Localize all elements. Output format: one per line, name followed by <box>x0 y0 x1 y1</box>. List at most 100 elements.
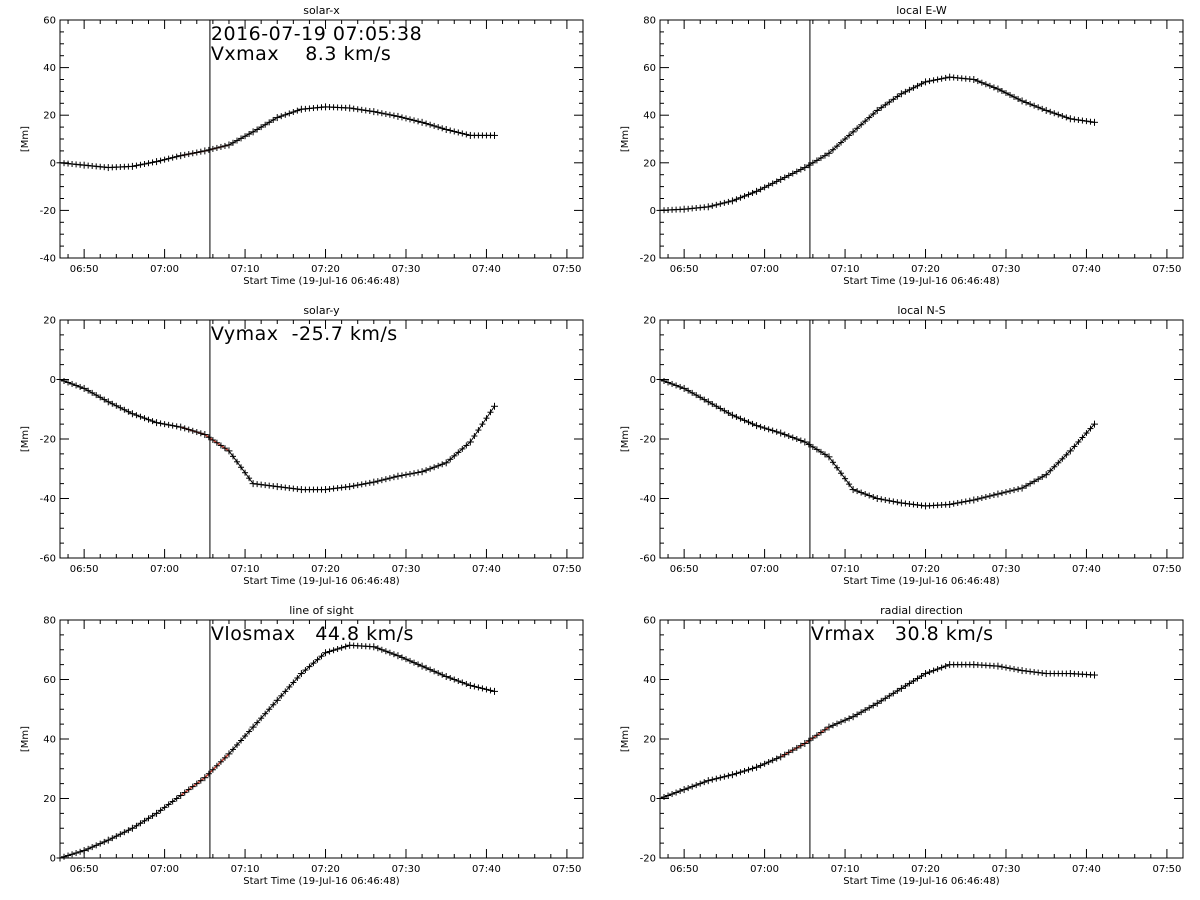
y-tick-label: 0 <box>50 158 56 169</box>
y-tick-label: -60 <box>40 554 56 565</box>
y-axis-label: [Mm] <box>620 426 631 452</box>
y-axis-label: [Mm] <box>20 726 31 752</box>
panel-title: solar-y <box>303 304 340 317</box>
x-tick-label: 07:40 <box>1072 864 1101 875</box>
x-tick-label: 07:20 <box>311 564 340 575</box>
y-tick-label: -40 <box>40 254 56 265</box>
y-tick-label: -40 <box>40 494 56 505</box>
panel-1: solar-x -40 -20 0 20 40 60 06:50 07:00 07:10 07:20… <box>20 4 584 287</box>
x-axis-label: Start Time (19-Jul-16 06:46:48) <box>843 576 1000 587</box>
y-tick-label: 40 <box>643 111 656 122</box>
series-line <box>659 664 1095 799</box>
x-tick-label: 07:30 <box>392 564 421 575</box>
y-tick-label: -20 <box>640 854 656 865</box>
y-tick-label: 0 <box>650 794 656 805</box>
x-tick-label: 07:00 <box>750 864 779 875</box>
y-tick-label: 0 <box>50 375 56 386</box>
y-tick-label: 40 <box>43 735 56 746</box>
x-tick-label: 07:40 <box>472 864 501 875</box>
x-tick-label: 07:00 <box>150 864 179 875</box>
x-tick-label: 07:10 <box>231 864 260 875</box>
y-tick-label: 0 <box>650 206 656 217</box>
annotation-text: Vxmax 8.3 km/s <box>211 43 391 65</box>
x-tick-label: 07:00 <box>150 264 179 275</box>
panel-title: solar-x <box>303 4 340 17</box>
x-tick-label: 06:50 <box>670 864 699 875</box>
x-tick-label: 06:50 <box>70 864 99 875</box>
x-tick-label: 07:40 <box>1072 564 1101 575</box>
x-tick-label: 07:30 <box>992 864 1021 875</box>
panel-5: line of sight 0 20 40 60 80 06:50 07:00 07:10 07:… <box>20 604 584 887</box>
y-tick-label: 60 <box>643 616 656 627</box>
x-axis-label: Start Time (19-Jul-16 06:46:48) <box>843 876 1000 887</box>
series-line <box>59 644 495 859</box>
x-tick-label: 07:50 <box>552 564 581 575</box>
plot-frame <box>659 619 1184 859</box>
y-tick-label: 0 <box>50 854 56 865</box>
x-tick-label: 07:00 <box>750 264 779 275</box>
y-tick-label: -20 <box>40 206 56 217</box>
panel-title: local E-W <box>896 4 947 17</box>
x-tick-label: 07:50 <box>1152 864 1181 875</box>
annotation-text: Vlosmax 44.8 km/s <box>211 623 414 645</box>
y-tick-label: -20 <box>640 254 656 265</box>
panel-title: radial direction <box>880 604 963 617</box>
y-tick-label: 20 <box>43 111 56 122</box>
x-axis-label: Start Time (19-Jul-16 06:46:48) <box>843 276 1000 287</box>
y-tick-label: 40 <box>643 675 656 686</box>
y-tick-label: 20 <box>643 316 656 327</box>
panel-3: solar-y -60 -40 -20 0 20 06:50 07:00 07:10 07:20 0… <box>20 304 584 587</box>
y-tick-label: -40 <box>640 494 656 505</box>
highlight-segment <box>180 426 230 452</box>
plot-frame <box>659 319 1184 559</box>
series-line <box>59 379 495 491</box>
x-tick-label: 07:20 <box>911 264 940 275</box>
y-tick-label: -20 <box>640 435 656 446</box>
x-tick-label: 06:50 <box>670 264 699 275</box>
y-tick-label: 60 <box>643 63 656 74</box>
annotation-text: Vymax -25.7 km/s <box>211 323 398 345</box>
x-axis-label: Start Time (19-Jul-16 06:46:48) <box>243 876 400 887</box>
x-tick-label: 07:20 <box>311 864 340 875</box>
y-tick-label: 40 <box>43 63 56 74</box>
y-tick-label: 20 <box>643 158 656 169</box>
x-tick-label: 07:10 <box>831 564 860 575</box>
y-axis-label: [Mm] <box>620 126 631 152</box>
series-line <box>659 379 1095 507</box>
x-tick-label: 07:00 <box>750 564 779 575</box>
y-tick-label: 80 <box>643 16 656 27</box>
panel-title: line of sight <box>289 604 354 617</box>
x-tick-label: 07:10 <box>231 264 260 275</box>
panel-4: local N-S -60 -40 -20 0 20 06:50 07:00 07:10 07:2… <box>620 304 1184 587</box>
x-tick-label: 06:50 <box>670 564 699 575</box>
annotation-text: Vrmax 30.8 km/s <box>811 623 994 645</box>
x-axis-label: Start Time (19-Jul-16 06:46:48) <box>243 276 400 287</box>
y-tick-label: -60 <box>640 554 656 565</box>
x-tick-label: 07:20 <box>311 264 340 275</box>
y-tick-label: 60 <box>43 675 56 686</box>
plot-frame <box>659 19 1184 259</box>
x-tick-label: 07:10 <box>831 264 860 275</box>
y-axis-label: [Mm] <box>20 126 31 152</box>
y-axis-label: [Mm] <box>20 426 31 452</box>
y-tick-label: 80 <box>43 616 56 627</box>
x-tick-label: 07:50 <box>552 864 581 875</box>
x-tick-label: 06:50 <box>70 564 99 575</box>
x-tick-label: 07:50 <box>1152 264 1181 275</box>
y-tick-label: 20 <box>43 794 56 805</box>
x-axis-label: Start Time (19-Jul-16 06:46:48) <box>243 576 400 587</box>
x-tick-label: 07:50 <box>1152 564 1181 575</box>
x-tick-label: 07:30 <box>992 564 1021 575</box>
x-tick-label: 07:20 <box>911 864 940 875</box>
x-tick-label: 07:30 <box>392 864 421 875</box>
y-axis-label: [Mm] <box>620 726 631 752</box>
x-tick-label: 07:40 <box>1072 264 1101 275</box>
x-tick-label: 07:10 <box>831 864 860 875</box>
y-tick-label: 20 <box>43 316 56 327</box>
x-tick-label: 06:50 <box>70 264 99 275</box>
x-tick-label: 07:40 <box>472 264 501 275</box>
y-tick-label: -20 <box>40 435 56 446</box>
y-tick-label: 60 <box>43 16 56 27</box>
panel-title: local N-S <box>897 304 945 317</box>
